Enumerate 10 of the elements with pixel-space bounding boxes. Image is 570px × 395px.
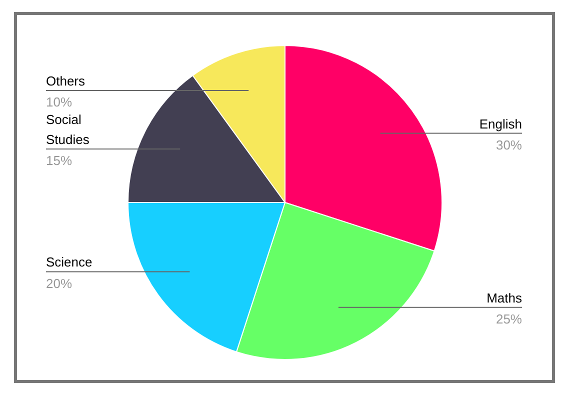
slice-label: English	[479, 116, 522, 132]
data-label: 25%	[496, 311, 522, 326]
slice-label: Others	[46, 74, 86, 89]
slice-label: Social Studies	[46, 112, 90, 148]
data-label: 10%	[46, 94, 72, 110]
data-label: 30%	[496, 137, 522, 152]
data-label: 15%	[46, 153, 72, 168]
slice-label: Science	[46, 254, 92, 270]
data-label: 20%	[46, 276, 72, 291]
slice-label: Maths	[486, 290, 522, 306]
